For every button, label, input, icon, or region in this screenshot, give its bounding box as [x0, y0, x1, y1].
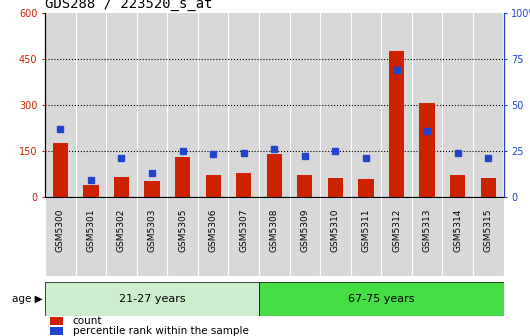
Text: GSM5314: GSM5314 — [453, 208, 462, 252]
Bar — [76, 13, 106, 197]
Bar — [412, 197, 443, 276]
Bar — [320, 13, 351, 197]
Bar — [473, 13, 503, 197]
Text: GSM5305: GSM5305 — [178, 208, 187, 252]
Text: GSM5308: GSM5308 — [270, 208, 279, 252]
Bar — [45, 282, 259, 316]
Bar — [358, 179, 374, 197]
Bar — [320, 197, 351, 276]
Text: GSM5315: GSM5315 — [484, 208, 493, 252]
Bar — [450, 175, 465, 197]
Bar — [267, 155, 282, 197]
Bar — [83, 185, 99, 197]
Bar — [289, 13, 320, 197]
Bar — [106, 197, 137, 276]
Text: GSM5300: GSM5300 — [56, 208, 65, 252]
Bar — [76, 197, 106, 276]
Bar — [381, 13, 412, 197]
Bar — [443, 13, 473, 197]
Text: GSM5313: GSM5313 — [422, 208, 431, 252]
Text: GSM5303: GSM5303 — [147, 208, 156, 252]
Bar — [259, 197, 289, 276]
Bar — [167, 13, 198, 197]
Bar — [45, 13, 76, 197]
Text: GSM5310: GSM5310 — [331, 208, 340, 252]
Bar — [419, 102, 435, 197]
Bar — [351, 13, 381, 197]
Text: GSM5306: GSM5306 — [209, 208, 218, 252]
Bar — [297, 175, 313, 197]
Text: GSM5309: GSM5309 — [301, 208, 310, 252]
Text: GSM5302: GSM5302 — [117, 208, 126, 252]
Bar — [198, 13, 228, 197]
Bar — [206, 175, 221, 197]
Bar — [228, 197, 259, 276]
Text: percentile rank within the sample: percentile rank within the sample — [73, 326, 249, 336]
Bar — [175, 158, 190, 197]
Bar — [481, 178, 496, 197]
Bar — [114, 177, 129, 197]
Bar — [198, 197, 228, 276]
Bar — [443, 197, 473, 276]
Bar — [351, 197, 381, 276]
Bar — [473, 197, 503, 276]
Text: age ▶: age ▶ — [12, 294, 42, 304]
Bar — [167, 197, 198, 276]
Bar — [289, 197, 320, 276]
Bar — [50, 317, 64, 325]
Text: GSM5307: GSM5307 — [239, 208, 248, 252]
Bar — [259, 282, 504, 316]
Text: GSM5312: GSM5312 — [392, 208, 401, 252]
Bar — [236, 173, 251, 197]
Bar — [328, 178, 343, 197]
Bar — [412, 13, 443, 197]
Text: 67-75 years: 67-75 years — [348, 294, 414, 304]
Bar — [389, 51, 404, 197]
Text: GSM5301: GSM5301 — [86, 208, 95, 252]
Text: GSM5311: GSM5311 — [361, 208, 370, 252]
Bar — [106, 13, 137, 197]
Text: GDS288 / 223520_s_at: GDS288 / 223520_s_at — [45, 0, 213, 11]
Bar — [50, 327, 64, 335]
Bar — [137, 13, 167, 197]
Bar — [45, 197, 76, 276]
Text: 21-27 years: 21-27 years — [119, 294, 186, 304]
Bar — [381, 197, 412, 276]
Bar — [52, 143, 68, 197]
Bar — [228, 13, 259, 197]
Bar — [144, 181, 160, 197]
Bar — [259, 13, 289, 197]
Bar — [137, 197, 167, 276]
Text: count: count — [73, 316, 102, 326]
